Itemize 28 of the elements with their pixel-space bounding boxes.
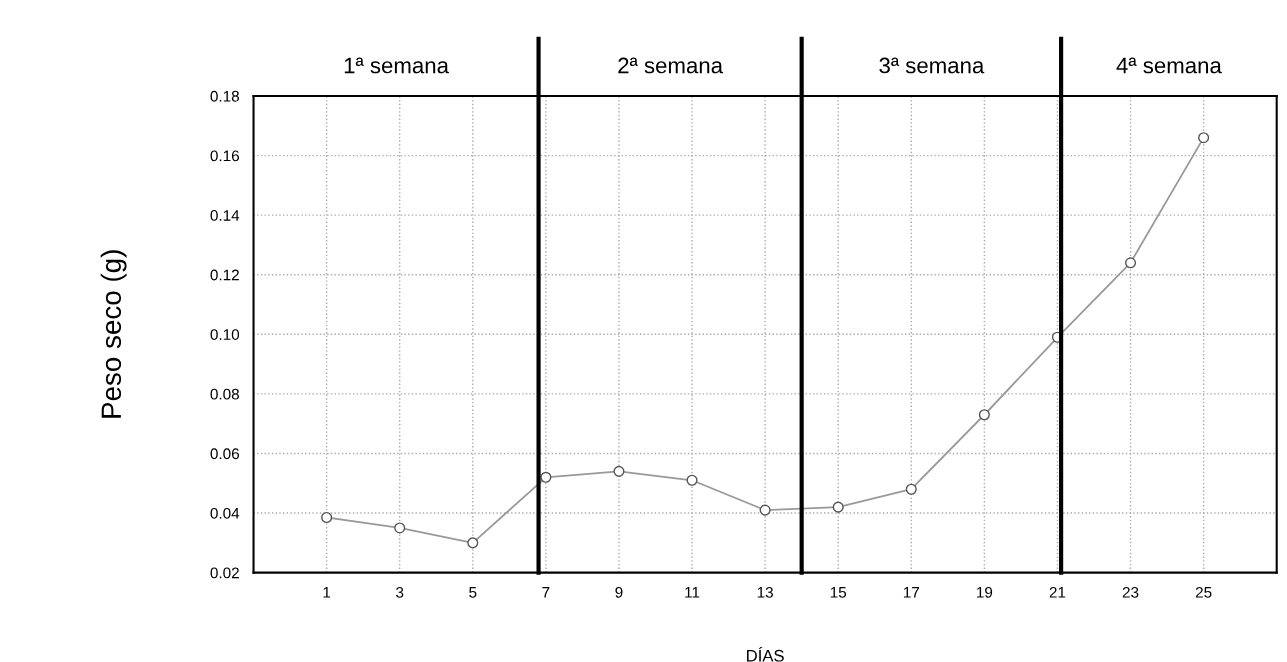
x-tick-label: 7 bbox=[542, 587, 550, 598]
x-tick-label: 17 bbox=[903, 587, 920, 598]
text: 3ª semana bbox=[879, 57, 985, 74]
x-tick-label: 11 bbox=[685, 587, 700, 598]
x-tick-label: 25 bbox=[1195, 586, 1212, 598]
x-tick-label: 9 bbox=[615, 586, 623, 598]
x-axis-title: DÍAS bbox=[747, 647, 784, 662]
y-tick-label: 0.04 bbox=[210, 507, 240, 519]
x-tick-label: 15 bbox=[830, 587, 847, 598]
y-tick-label: 0.08 bbox=[210, 388, 239, 400]
y-tick-label: 0.10 bbox=[210, 329, 240, 340]
y-tick-label: 0.02 bbox=[210, 567, 239, 579]
x-tick-label: 5 bbox=[469, 587, 477, 598]
y-tick-label: 0.12 bbox=[210, 269, 239, 281]
y-axis-title: Peso seco (g) bbox=[100, 250, 127, 418]
y-tick-label: 0.14 bbox=[210, 210, 240, 221]
text: 2ª semana bbox=[618, 57, 724, 74]
x-tick-label: 23 bbox=[1122, 586, 1139, 598]
x-tick-label: 19 bbox=[977, 586, 993, 598]
y-tick-label: 0.16 bbox=[210, 150, 239, 162]
text: 4ª semana bbox=[1116, 57, 1222, 74]
y-tick-label: 0.06 bbox=[210, 448, 239, 460]
x-tick-label: 1 bbox=[323, 587, 331, 598]
x-tick-label: 21 bbox=[1049, 586, 1066, 598]
x-tick-label: 13 bbox=[757, 586, 773, 598]
x-tick-label: 3 bbox=[396, 586, 404, 598]
text: 1ª semana bbox=[344, 57, 449, 74]
y-tick-label: 0.18 bbox=[210, 90, 239, 102]
